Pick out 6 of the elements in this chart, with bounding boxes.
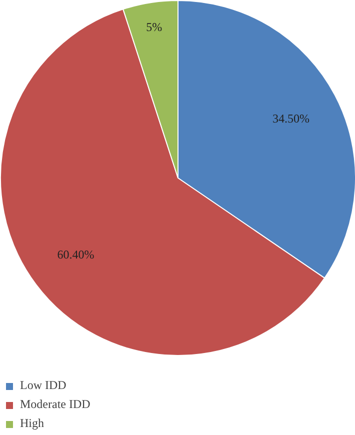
data-label: 34.50%	[272, 111, 310, 126]
legend-label: Moderate IDD	[20, 397, 90, 412]
legend-label: High	[20, 416, 44, 431]
data-label: 5%	[146, 20, 162, 34]
data-label: 60.40%	[57, 248, 94, 262]
legend-label: Low IDD	[20, 378, 66, 393]
